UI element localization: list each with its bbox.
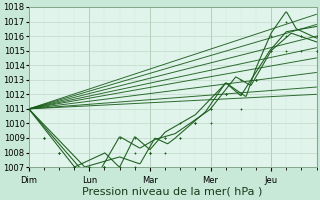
X-axis label: Pression niveau de la mer( hPa ): Pression niveau de la mer( hPa ): [83, 187, 263, 197]
